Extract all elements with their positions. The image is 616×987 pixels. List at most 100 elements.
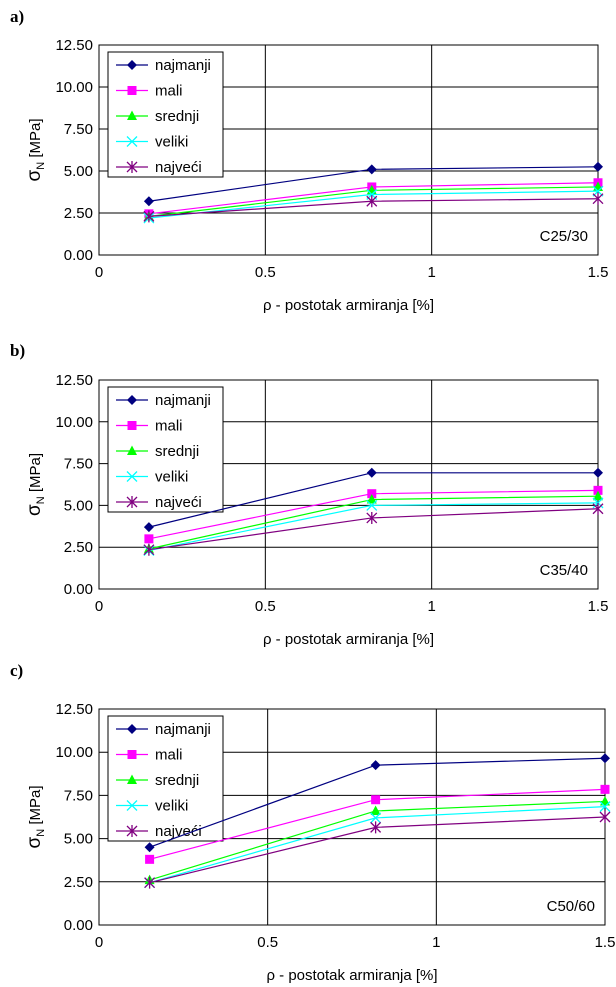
y-tick-label: 2.50 (64, 539, 93, 556)
legend-item-srednji: srednji (116, 772, 199, 789)
legend-label: najveći (155, 494, 202, 511)
y-tick-label: 12.50 (55, 37, 93, 54)
legend: najmanji mali srednji veliki najveći (107, 386, 224, 513)
legend-label: mali (155, 747, 183, 764)
legend-label: najmanji (155, 392, 211, 409)
y-tick-label: 10.00 (55, 414, 93, 431)
series-najmanji (143, 467, 603, 533)
legend-item-veliki: veliki (116, 134, 188, 151)
legend-item-mali: mali (116, 747, 183, 764)
y-tick-label: 0.00 (64, 247, 93, 264)
legend-label: veliki (155, 798, 188, 815)
legend-marker (126, 825, 138, 837)
data-point (144, 534, 154, 544)
data-point (592, 502, 604, 515)
y-axis-title: σN [MPa] (24, 118, 47, 181)
legend-item-najveci: najveći (116, 494, 202, 511)
data-point (599, 801, 611, 813)
concrete-class-label: C25/30 (540, 228, 588, 245)
data-point (370, 760, 381, 771)
y-axis-unit: [MPa] (27, 453, 44, 496)
chart-panel-3: c) 0.00 2.50 5.00 7.50 10.00 12.50 0 0.5 1 1.5 σN [… (10, 661, 615, 984)
y-tick-label: 7.50 (64, 787, 93, 804)
legend-item-veliki: veliki (116, 469, 188, 486)
data-point (144, 876, 156, 889)
data-point (366, 499, 378, 511)
data-point (366, 467, 377, 478)
data-point (370, 821, 382, 834)
legend-marker (126, 161, 138, 173)
data-point (366, 164, 377, 175)
x-axis-title: ρ - postotak armiranja [%] (263, 297, 434, 314)
x-tick-label: 0.5 (257, 934, 278, 951)
y-tick-label: 0.00 (64, 581, 93, 598)
data-point (599, 811, 611, 823)
y-axis-unit: [MPa] (27, 785, 44, 828)
legend-label: veliki (155, 469, 188, 486)
x-tick-label: 1.5 (595, 934, 616, 951)
x-tick-label: 1.5 (588, 264, 609, 281)
series-line (148, 190, 599, 219)
y-tick-label: 2.50 (64, 874, 93, 891)
data-point (366, 195, 378, 208)
legend-marker (127, 750, 137, 759)
legend-item-najmanji: najmanji (116, 392, 211, 409)
legend-marker (126, 471, 138, 482)
legend-item-veliki: veliki (116, 798, 188, 815)
data-point (600, 795, 610, 806)
legend-item-mali: mali (116, 418, 183, 435)
y-axis-title: σN [MPa] (24, 785, 47, 848)
x-tick-label: 1 (432, 934, 440, 951)
panel-label: a) (10, 7, 24, 26)
panel-label: c) (10, 661, 23, 680)
y-axis-unit: [MPa] (27, 118, 44, 161)
legend-box (107, 386, 224, 513)
legend-marker (126, 800, 138, 811)
legend-label: veliki (155, 134, 188, 151)
legend-marker (127, 60, 137, 70)
series-najveci (144, 811, 611, 889)
legend-item-najmanji: najmanji (116, 57, 211, 74)
data-point (144, 842, 155, 853)
series-mali (144, 485, 603, 544)
y-axis-symbol: σ (24, 504, 45, 516)
y-tick-label: 2.50 (64, 205, 93, 222)
legend-label: najveći (155, 159, 202, 176)
x-axis-title: ρ - postotak armiranja [%] (266, 967, 437, 984)
legend-label: najmanji (155, 57, 211, 74)
x-axis-title: ρ - postotak armiranja [%] (263, 631, 434, 648)
data-point (143, 196, 154, 207)
x-tick-label: 0 (95, 598, 103, 615)
series-mali (145, 784, 610, 864)
x-tick-label: 0 (95, 264, 103, 281)
data-point (592, 192, 604, 205)
data-point (367, 489, 377, 499)
x-tick-label: 1 (427, 598, 435, 615)
x-tick-label: 0.5 (255, 598, 276, 615)
legend-marker (127, 421, 137, 430)
data-point (370, 812, 382, 824)
legend-marker (127, 445, 137, 455)
concrete-class-label: C50/60 (547, 898, 595, 915)
data-point (371, 795, 381, 805)
legend-box (107, 715, 224, 842)
y-tick-label: 5.00 (64, 163, 93, 180)
legend: najmanji mali srednji veliki najveći (107, 715, 224, 842)
series-najveci (143, 192, 604, 223)
legend-label: srednji (155, 108, 199, 125)
data-point (600, 753, 610, 764)
legend-marker (126, 136, 138, 147)
legend-item-srednji: srednji (116, 443, 199, 460)
data-point (143, 543, 155, 556)
legend-label: mali (155, 418, 183, 435)
y-tick-label: 7.50 (64, 456, 93, 473)
y-tick-label: 5.00 (64, 497, 93, 514)
legend-item-najveci: najveći (116, 159, 202, 176)
legend-marker (127, 110, 137, 120)
y-tick-label: 12.50 (55, 372, 93, 389)
legend-label: srednji (155, 443, 199, 460)
data-point (366, 511, 378, 524)
y-axis-subscript: N (35, 829, 47, 837)
x-tick-label: 1 (427, 264, 435, 281)
